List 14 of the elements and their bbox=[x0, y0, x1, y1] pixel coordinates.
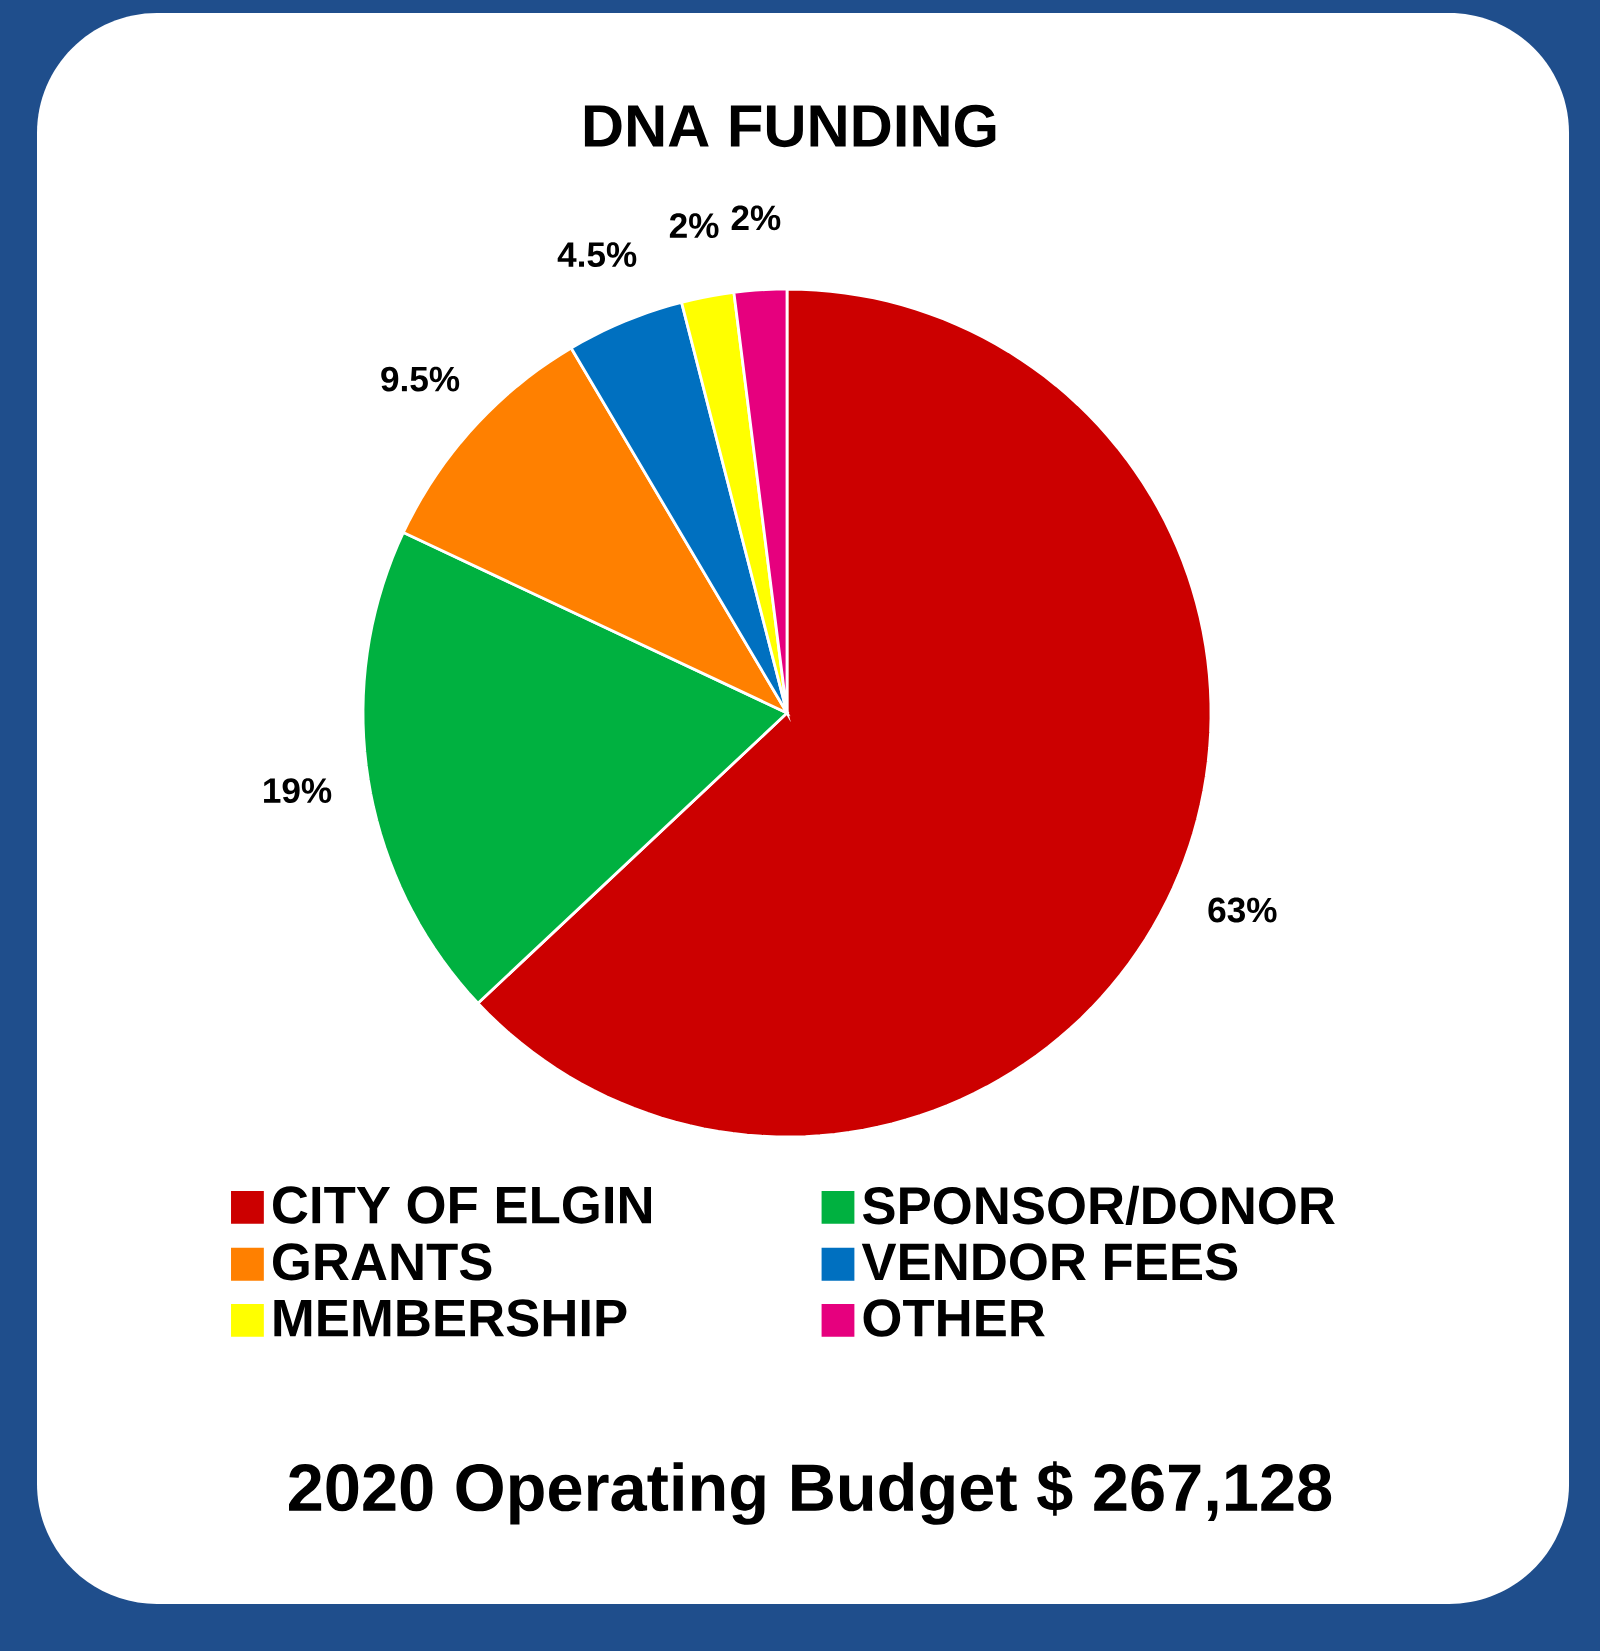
legend-label: CITY OF ELGIN bbox=[273, 1186, 651, 1224]
data-label: 19% bbox=[264, 778, 332, 804]
chart-title: DNA FUNDING bbox=[584, 104, 996, 148]
text: 2020 Operating Budget $ 267,128 bbox=[289, 1461, 1332, 1525]
data-label: 4.5% bbox=[557, 242, 637, 268]
legend-label: MEMBERSHIP bbox=[274, 1299, 627, 1337]
legend-label: SPONSOR/DONOR bbox=[862, 1185, 1335, 1225]
legend-label: VENDOR FEES bbox=[861, 1243, 1238, 1281]
data-label: 2% bbox=[731, 205, 781, 231]
legend-label: GRANTS bbox=[273, 1243, 492, 1281]
data-label: 63% bbox=[1208, 897, 1277, 923]
legend-label: OTHER bbox=[863, 1299, 1045, 1337]
data-label: 9.5% bbox=[381, 366, 460, 392]
data-label: 2% bbox=[669, 213, 719, 239]
